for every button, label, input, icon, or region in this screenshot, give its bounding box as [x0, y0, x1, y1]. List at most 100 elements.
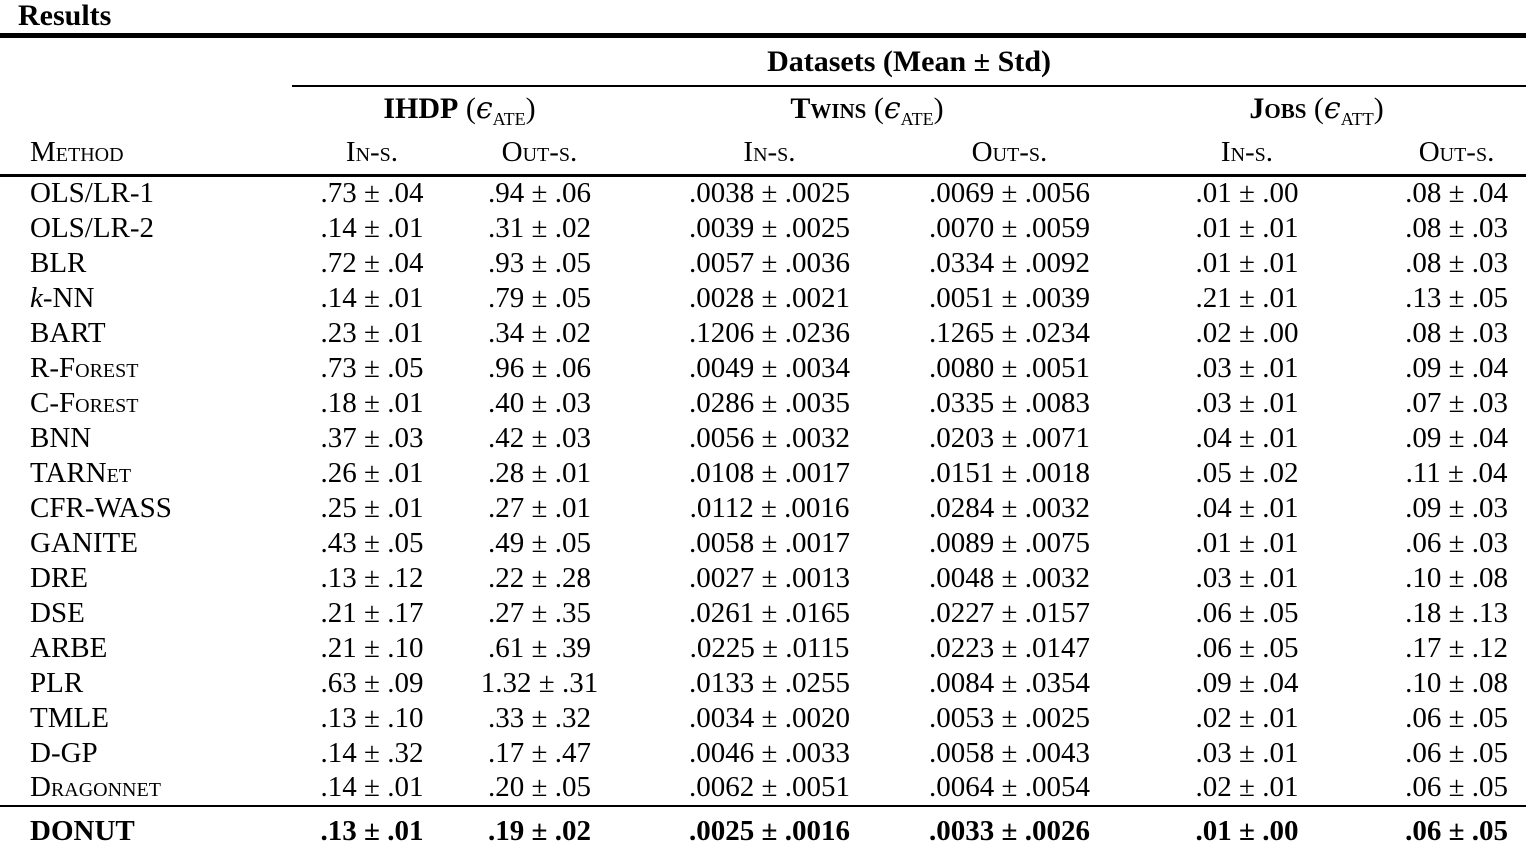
value-cell: .0038 ± .0025 [689, 177, 850, 210]
value-cell: .93 ± .05 [488, 246, 591, 279]
value-cell: .40 ± .03 [488, 386, 591, 419]
value-cell: .42 ± .03 [488, 421, 591, 454]
method-cell: BNN [30, 421, 92, 454]
epsilon-symbol: ϵ [1323, 90, 1341, 126]
value-cell: .33 ± .32 [488, 701, 591, 734]
value-cell: .13 ± .10 [320, 701, 424, 734]
subheader-ihdp-in: In-s. [292, 133, 452, 177]
value-cell: .03 ± .01 [1195, 561, 1299, 594]
value-cell: .06 ± .05 [1405, 701, 1508, 734]
value-cell: .06 ± .05 [1405, 771, 1508, 803]
value-cell: .14 ± .01 [320, 771, 424, 803]
value-cell: .06 ± .05 [1405, 736, 1508, 769]
column-header-row: Method In-s. Out-s. In-s. Out-s. In-s. O… [0, 133, 1526, 177]
value-cell: .08 ± .04 [1405, 177, 1508, 210]
value-cell: .09 ± .04 [1405, 351, 1508, 384]
value-cell: .1265 ± .0234 [929, 316, 1090, 349]
table-row: DRE .13 ± .12 .22 ± .28 .0027 ± .0013 .0048 … [0, 561, 1526, 596]
value-cell: .14 ± .01 [320, 211, 424, 244]
spacer-cell [0, 86, 292, 133]
value-cell: .08 ± .03 [1405, 316, 1508, 349]
method-cell: PLR [30, 666, 84, 699]
metric-subscript: ATE [492, 108, 526, 129]
value-cell: .18 ± .13 [1405, 596, 1508, 629]
value-cell: .0033 ± .0026 [912, 804, 1107, 857]
value-cell: .02 ± .01 [1195, 701, 1299, 734]
table-row: TMLE .13 ± .10 .33 ± .32 .0034 ± .0020 .0053… [0, 701, 1526, 736]
method-cell: OLS/LR-1 [30, 177, 155, 210]
value-cell: .19 ± .02 [452, 804, 627, 857]
value-cell: .21 ± .17 [320, 596, 424, 629]
value-cell: .20 ± .05 [488, 771, 591, 803]
value-cell: .1206 ± .0236 [689, 316, 850, 349]
method-cell: k-NN [30, 281, 95, 314]
table-row: GANITE .43 ± .05 .49 ± .05 .0058 ± .0017 .00… [0, 526, 1526, 561]
value-cell: .43 ± .05 [320, 526, 424, 559]
method-cell: CFR-WASS [30, 491, 172, 524]
value-cell: .0133 ± .0255 [689, 666, 850, 699]
value-cell: .0048 ± .0032 [929, 561, 1090, 594]
value-cell: .02 ± .01 [1195, 771, 1299, 803]
value-cell: .0064 ± .0054 [929, 771, 1090, 803]
table-row: BART .23 ± .01 .34 ± .02 .1206 ± .0236 .1265… [0, 316, 1526, 351]
value-cell: .10 ± .08 [1405, 561, 1508, 594]
value-cell: .28 ± .01 [488, 456, 591, 489]
value-cell: 1.32 ± .31 [480, 666, 599, 699]
value-cell: .0151 ± .0018 [929, 456, 1090, 489]
value-cell: .94 ± .06 [488, 177, 591, 210]
value-cell: .0334 ± .0092 [929, 246, 1090, 279]
value-cell: .01 ± .01 [1195, 211, 1299, 244]
table-row: ARBE .21 ± .10 .61 ± .39 .0225 ± .0115 .0223… [0, 631, 1526, 666]
method-cell: DRE [30, 561, 88, 594]
value-cell: .0056 ± .0032 [689, 421, 850, 454]
table-row: BNN .37 ± .03 .42 ± .03 .0056 ± .0032 .0203 … [0, 421, 1526, 456]
value-cell: .21 ± .10 [320, 631, 424, 664]
value-cell: .0058 ± .0043 [929, 736, 1090, 769]
value-cell: .0039 ± .0025 [689, 211, 850, 244]
table-row: Dragonnet .14 ± .01 .20 ± .05 .0062 ± .0051… [0, 771, 1526, 806]
value-cell: .26 ± .01 [320, 456, 424, 489]
value-cell: .63 ± .09 [320, 666, 424, 699]
table-body: OLS/LR-1 .73 ± .04 .94 ± .06 .0038 ± .0025.… [0, 176, 1526, 806]
value-cell: .73 ± .05 [320, 351, 424, 384]
value-cell: .04 ± .01 [1195, 421, 1299, 454]
value-cell: .14 ± .01 [320, 281, 424, 314]
value-cell: .01 ± .00 [1107, 804, 1387, 857]
value-cell: .0053 ± .0025 [929, 701, 1090, 734]
results-table: Datasets (Mean ± Std) IHDP (ϵATE) Twins … [0, 38, 1526, 857]
value-cell: .0070 ± .0059 [929, 211, 1090, 244]
value-cell: .0049 ± .0034 [689, 351, 850, 384]
value-cell: .96 ± .06 [488, 351, 591, 384]
table-row: TARNet .26 ± .01 .28 ± .01 .0108 ± .0017 .01… [0, 456, 1526, 491]
value-cell: .0046 ± .0033 [689, 736, 850, 769]
method-cell: BLR [30, 246, 87, 279]
value-cell: .72 ± .04 [320, 246, 424, 279]
value-cell: .34 ± .02 [488, 316, 591, 349]
table-row: DSE .21 ± .17 .27 ± .35 .0261 ± .0165 .0227 … [0, 596, 1526, 631]
epsilon-symbol: ϵ [475, 90, 493, 126]
value-cell: .01 ± .00 [1195, 177, 1299, 210]
value-cell: .61 ± .39 [488, 631, 591, 664]
table-row: OLS/LR-2 .14 ± .01 .31 ± .02 .0039 ± .0025.… [0, 211, 1526, 246]
method-cell: GANITE [30, 526, 138, 559]
value-cell: .08 ± .03 [1405, 246, 1508, 279]
value-cell: .21 ± .01 [1195, 281, 1299, 314]
value-cell: .25 ± .01 [320, 491, 424, 524]
value-cell: .11 ± .04 [1405, 456, 1508, 489]
value-cell: .0051 ± .0039 [929, 281, 1090, 314]
method-column-header: Method [0, 133, 292, 177]
value-cell: .13 ± .05 [1405, 281, 1508, 314]
spacer-cell [0, 38, 292, 86]
value-cell: .49 ± .05 [488, 526, 591, 559]
datasets-header: Datasets (Mean ± Std) [292, 38, 1526, 87]
value-cell: .0286 ± .0035 [689, 386, 850, 419]
value-cell: .06 ± .05 [1195, 596, 1299, 629]
value-cell: .0227 ± .0157 [929, 596, 1090, 629]
value-cell: .08 ± .03 [1405, 211, 1508, 244]
value-cell: .0080 ± .0051 [929, 351, 1090, 384]
value-cell: .0058 ± .0017 [689, 526, 850, 559]
value-cell: .09 ± .03 [1405, 491, 1508, 524]
epsilon-symbol: ϵ [883, 90, 901, 126]
value-cell: .23 ± .01 [320, 316, 424, 349]
value-cell: .03 ± .01 [1195, 386, 1299, 419]
